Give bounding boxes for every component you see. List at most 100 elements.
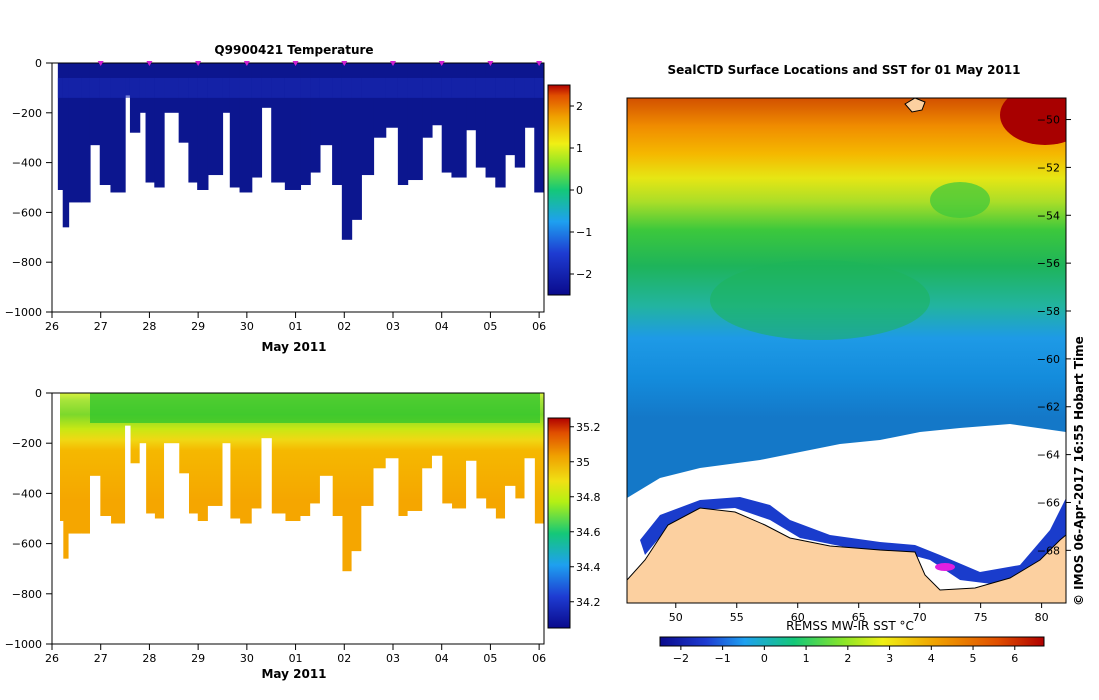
temperature-profile-shade <box>341 77 353 98</box>
x-tick-label: 05 <box>483 652 497 665</box>
salinity-profile-mask <box>164 443 180 644</box>
temperature-profile <box>441 63 453 173</box>
temperature-profile <box>81 63 91 203</box>
temperature-profile-shade <box>89 77 101 98</box>
temperature-profile <box>505 63 516 156</box>
profile-markers <box>97 61 543 66</box>
x-tick-label: 06 <box>532 320 546 333</box>
x-tick-label: 01 <box>289 652 303 665</box>
map-x-tick-label: 65 <box>852 611 866 624</box>
colorbar-tick-label: 35.2 <box>576 421 601 434</box>
x-tick-label: 28 <box>142 652 156 665</box>
salinity-profile-mask <box>271 513 286 644</box>
salinity-profile-mask <box>310 503 321 644</box>
salinity-profile-mask <box>441 503 453 644</box>
temperature-profile <box>514 63 526 168</box>
antarctic-land <box>627 507 1066 603</box>
temperature-profile-shade <box>207 77 224 98</box>
temperature-profile-shade <box>373 77 387 98</box>
temperature-profile <box>99 63 112 186</box>
temperature-profile-shade <box>514 77 526 98</box>
x-tick-label: 26 <box>45 652 59 665</box>
x-tick-label: 03 <box>386 652 400 665</box>
temperature-profile-shade <box>300 77 311 98</box>
salinity-profile-mask <box>145 513 155 644</box>
temperature-profile-shade <box>261 77 272 98</box>
sst-colorbar-tick-label: 1 <box>803 652 810 665</box>
salinity-fresh-band <box>90 393 540 423</box>
salinity-profile-mask <box>89 475 101 644</box>
salinity-y-axis: 0 −200 −400 −600 −800 −1000 <box>5 387 52 651</box>
y-tick-label: −800 <box>12 588 42 601</box>
map-x-tick-label: 55 <box>730 611 744 624</box>
seal-track-cluster <box>935 563 955 571</box>
salinity-profile-mask <box>188 513 198 644</box>
colorbar-tick-label: 34.4 <box>576 561 601 574</box>
temperature-profile-shade <box>99 77 112 98</box>
x-tick-label: 30 <box>240 652 254 665</box>
salinity-plot-frame <box>51 392 545 645</box>
map-y-tick-label: −50 <box>1037 114 1060 127</box>
map-y-tick-label: −58 <box>1037 305 1060 318</box>
colorbar-tick-label: −1 <box>576 226 592 239</box>
temperature-profile-shade <box>110 77 126 98</box>
map-x-tick-label: 60 <box>791 611 805 624</box>
salinity-profile-mask <box>385 458 399 644</box>
salinity-profile-mask <box>251 508 263 644</box>
salinity-profile-mask <box>475 498 487 644</box>
temperature-profile-shade <box>534 77 544 98</box>
salinity-colorbar-ticks: 35.2 35 34.8 34.6 34.4 34.2 <box>570 421 601 609</box>
salinity-profile-mask <box>514 498 526 644</box>
profile-marker <box>487 61 494 66</box>
salinity-profile-mask <box>332 515 343 644</box>
temperature-colorbar-ticks: 2 1 0 −1 −2 <box>570 100 592 281</box>
salinity-profile-mask <box>52 393 58 644</box>
map-y-tick-label: −64 <box>1037 449 1060 462</box>
temperature-profile-shade <box>485 77 496 98</box>
x-tick-label: 26 <box>45 320 59 333</box>
sea-ice <box>627 424 1066 548</box>
y-tick-label: −200 <box>12 107 42 120</box>
sst-cool-patch <box>930 182 990 218</box>
temperature-profile <box>145 63 155 183</box>
temperature-profile-shade <box>178 77 189 98</box>
salinity-profile-mask <box>139 443 147 644</box>
x-tick-label: 02 <box>337 320 351 333</box>
temperature-profile <box>351 63 362 220</box>
colorbar-tick-label: 1 <box>576 142 583 155</box>
x-tick-label: 01 <box>289 320 303 333</box>
temperature-profile-shade <box>129 77 141 98</box>
temperature-profile <box>534 63 544 193</box>
map-y-tick-label: −60 <box>1037 353 1060 366</box>
salinity-profile-mask <box>239 523 253 644</box>
temperature-profile-shade <box>319 77 333 98</box>
temperature-profile-shade <box>251 77 263 98</box>
salinity-profile-mask <box>197 521 209 644</box>
temperature-profile-shade <box>385 77 399 98</box>
temperature-profile <box>229 63 241 188</box>
x-tick-label: 30 <box>240 320 254 333</box>
y-tick-label: 0 <box>35 387 42 400</box>
salinity-profile-mask <box>319 475 333 644</box>
temperature-profile-shade <box>431 77 443 98</box>
salinity-profile-mask <box>57 521 64 644</box>
temperature-profile <box>485 63 496 178</box>
temperature-profile <box>251 63 263 178</box>
salinity-profile-mask <box>341 571 353 644</box>
temperature-profiles <box>57 63 544 240</box>
salinity-profile-mask <box>505 485 516 644</box>
colorbar-tick-label: 35 <box>576 456 590 469</box>
salinity-profile-mask <box>81 533 91 644</box>
temperature-profile <box>89 63 101 146</box>
colorbar-tick-label: 2 <box>576 100 583 113</box>
salinity-profile-mask <box>431 455 443 644</box>
salinity-profile-mask <box>129 463 141 644</box>
map-x-axis: 50 55 60 65 70 75 80 <box>669 603 1049 624</box>
x-tick-label: 29 <box>191 320 205 333</box>
temperature-profile-shade <box>164 77 180 98</box>
temperature-profile <box>495 63 506 188</box>
temperature-profile-shade <box>475 77 487 98</box>
salinity-profile-mask <box>361 505 375 644</box>
temperature-profile <box>475 63 487 168</box>
